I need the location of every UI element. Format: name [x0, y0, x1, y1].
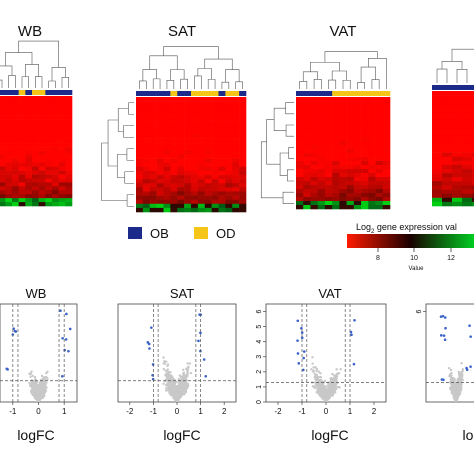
scatter-points [5, 309, 72, 402]
volcano-plot-4: lo 6 [416, 303, 474, 443]
volcano-plot-2: SAT logFC -2 -1 0 1 2 [117, 286, 237, 443]
dendrograms [0, 40, 474, 207]
group-legend: OB OD [128, 226, 236, 241]
colorkey-bar [347, 234, 474, 248]
volcano-title: SAT [170, 286, 194, 301]
y-tick-label: 0 [256, 400, 263, 404]
scatter-points [296, 319, 356, 402]
x-tick-label: 1 [198, 407, 203, 416]
volcano-xlabel: logFC [163, 427, 200, 443]
y-tick-label: 6 [416, 309, 423, 313]
dendrogram-p4 [436, 48, 474, 83]
heatmaps [0, 85, 474, 213]
dendrogram-wb [0, 40, 69, 88]
x-tick-label: 1 [62, 407, 67, 416]
x-tick-label: -1 [150, 407, 158, 416]
colorkey-axis-label: Value [409, 266, 425, 272]
heatmap-title-sat: SAT [168, 23, 196, 40]
volcano-xlabel: lo [463, 427, 474, 443]
colorkey-title: Log2 gene expression val [356, 222, 457, 235]
colorkey-tick-12: 12 [447, 255, 455, 262]
colorkey-tick-8: 8 [376, 255, 380, 262]
x-tick-label: 2 [222, 407, 227, 416]
x-tick-label: -2 [126, 407, 134, 416]
x-tick-label: 0 [36, 407, 41, 416]
colorkey-tick-10: 10 [410, 255, 418, 262]
x-tick-label: 0 [324, 407, 329, 416]
y-tick-label: 6 [256, 309, 263, 313]
legend-label-ob: OB [150, 226, 169, 241]
y-tick-label: 3 [256, 355, 263, 359]
heatmap-vat [296, 91, 391, 210]
dendrogram-sat [101, 46, 243, 207]
y-tick-label: 1 [256, 385, 263, 389]
volcano-plot-3: VAT logFC -2 -1 0 1 2 0 1 2 3 4 5 6 [256, 286, 387, 443]
volcano-xlabel: logFC [17, 427, 54, 443]
y-tick-label: 2 [256, 370, 263, 374]
color-key: Log2 gene expression val 8 10 12 Value [347, 222, 474, 272]
volcano-xlabel: logFC [311, 427, 348, 443]
heatmap-wb [0, 90, 73, 207]
scatter-points [439, 314, 472, 402]
volcano-plot-1: WB logFC -1 0 1 [0, 286, 78, 443]
legend-swatch-ob [128, 227, 142, 239]
y-tick-label: 5 [256, 325, 263, 329]
x-tick-label: -1 [9, 407, 17, 416]
heatmap-title-wb: WB [18, 23, 42, 40]
volcano-plots: WB logFC -1 0 1 SAT logFC -2 -1 0 1 2 VAT logFC -2 -1 0 1… [0, 286, 474, 443]
legend-swatch-od [194, 227, 208, 239]
x-tick-label: -1 [298, 407, 306, 416]
x-tick-label: -2 [274, 407, 282, 416]
x-tick-label: 1 [348, 407, 353, 416]
dendrogram-vat [260, 51, 387, 204]
volcano-title: VAT [318, 286, 341, 301]
x-tick-label: 0 [175, 407, 180, 416]
legend-label-od: OD [216, 226, 236, 241]
scatter-points [146, 313, 208, 402]
heatmap-title-vat: VAT [330, 23, 357, 40]
heatmap-sat [136, 91, 247, 213]
volcano-title: WB [26, 286, 47, 301]
x-tick-label: 2 [372, 407, 377, 416]
heatmap-p4 [432, 85, 474, 207]
y-tick-label: 4 [256, 340, 263, 344]
